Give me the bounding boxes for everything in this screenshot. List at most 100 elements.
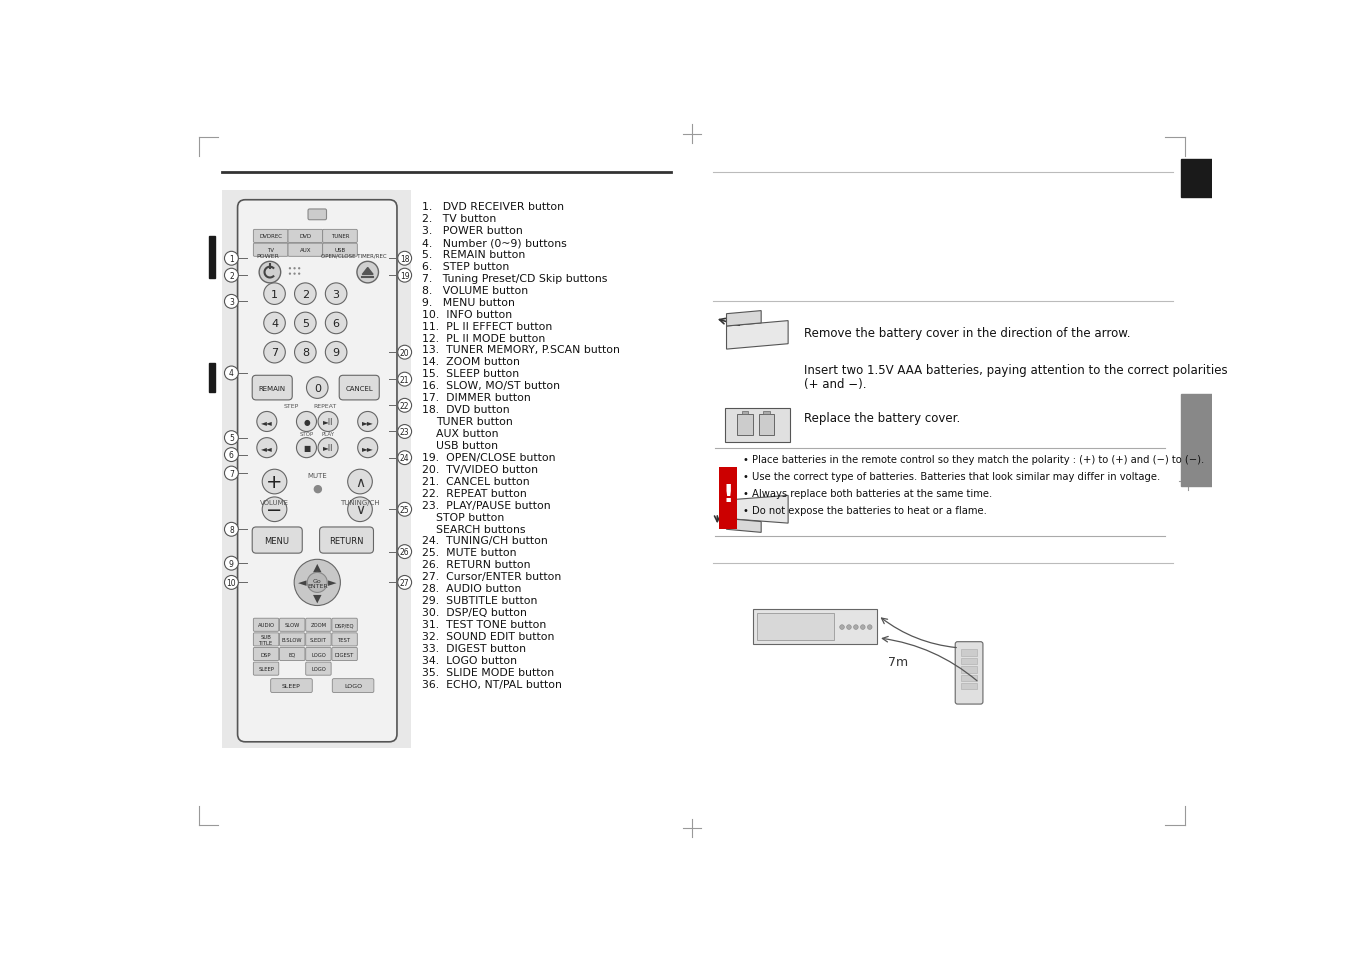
FancyBboxPatch shape bbox=[323, 244, 358, 257]
Text: 21.  CANCEL button: 21. CANCEL button bbox=[423, 476, 531, 486]
Text: 23.  PLAY/PAUSE button: 23. PLAY/PAUSE button bbox=[423, 500, 551, 510]
Circle shape bbox=[356, 262, 378, 284]
Text: 12.  PL II MODE button: 12. PL II MODE button bbox=[423, 334, 545, 343]
Text: 32.  SOUND EDIT button: 32. SOUND EDIT button bbox=[423, 631, 555, 641]
Text: • Do not expose the batteries to heat or a flame.: • Do not expose the batteries to heat or… bbox=[744, 505, 987, 516]
Text: 8: 8 bbox=[302, 348, 309, 357]
Circle shape bbox=[398, 269, 412, 283]
Text: 6: 6 bbox=[332, 318, 340, 329]
Circle shape bbox=[294, 284, 316, 305]
Text: 8.   VOLUME button: 8. VOLUME button bbox=[423, 286, 528, 295]
Text: 24: 24 bbox=[400, 454, 409, 463]
Text: ◄: ◄ bbox=[297, 578, 306, 588]
Text: 5.   REMAIN button: 5. REMAIN button bbox=[423, 250, 525, 260]
Text: 26.  RETURN button: 26. RETURN button bbox=[423, 559, 531, 570]
Circle shape bbox=[294, 313, 316, 335]
Text: 18.  DVD button: 18. DVD button bbox=[423, 405, 510, 415]
Text: OPEN/CLOSE TIMER/REC: OPEN/CLOSE TIMER/REC bbox=[321, 253, 386, 258]
Circle shape bbox=[348, 470, 373, 495]
Text: −: − bbox=[266, 500, 282, 519]
Text: 16.  SLOW, MO/ST button: 16. SLOW, MO/ST button bbox=[423, 381, 560, 391]
Text: ►II: ►II bbox=[323, 417, 333, 427]
Text: • Place batteries in the remote control so they match the polarity : (+) to (+) : • Place batteries in the remote control … bbox=[744, 455, 1204, 464]
Text: TUNER: TUNER bbox=[331, 234, 350, 239]
Text: 13.  TUNER MEMORY, P.SCAN button: 13. TUNER MEMORY, P.SCAN button bbox=[423, 345, 620, 355]
Text: 25.  MUTE button: 25. MUTE button bbox=[423, 548, 517, 558]
Text: 17.  DIMMER button: 17. DIMMER button bbox=[423, 393, 531, 403]
Bar bbox=[209, 236, 215, 279]
Text: +: + bbox=[266, 473, 282, 492]
FancyBboxPatch shape bbox=[254, 230, 288, 243]
Circle shape bbox=[398, 346, 412, 359]
Text: 1: 1 bbox=[230, 254, 234, 263]
FancyBboxPatch shape bbox=[271, 679, 312, 693]
Text: 4: 4 bbox=[230, 369, 234, 378]
Text: AUX: AUX bbox=[300, 248, 310, 253]
Text: 36.  ECHO, NT/PAL button: 36. ECHO, NT/PAL button bbox=[423, 679, 562, 689]
Text: DSP: DSP bbox=[261, 652, 271, 657]
Bar bbox=[961, 667, 977, 673]
Circle shape bbox=[224, 576, 239, 590]
Text: AUDIO: AUDIO bbox=[258, 622, 274, 628]
Text: 8: 8 bbox=[230, 525, 234, 535]
Circle shape bbox=[262, 470, 286, 495]
Bar bbox=[209, 364, 215, 393]
FancyBboxPatch shape bbox=[252, 527, 302, 554]
Bar bbox=[753, 610, 876, 644]
Circle shape bbox=[259, 262, 281, 284]
Circle shape bbox=[853, 625, 859, 630]
Text: 33.  DIGEST button: 33. DIGEST button bbox=[423, 643, 526, 653]
FancyBboxPatch shape bbox=[308, 210, 327, 220]
Text: • Use the correct type of batteries. Batteries that look similar may differ in v: • Use the correct type of batteries. Bat… bbox=[744, 472, 1161, 481]
Text: 9.   MENU button: 9. MENU button bbox=[423, 297, 516, 308]
Text: 26: 26 bbox=[400, 548, 409, 557]
Text: SLOW: SLOW bbox=[285, 622, 300, 628]
Text: DVDREC: DVDREC bbox=[259, 234, 282, 239]
Text: 4: 4 bbox=[271, 318, 278, 329]
Text: VOLUME: VOLUME bbox=[261, 499, 289, 505]
Polygon shape bbox=[726, 321, 788, 350]
FancyBboxPatch shape bbox=[320, 527, 374, 554]
FancyBboxPatch shape bbox=[254, 618, 278, 632]
Text: DSP/EQ: DSP/EQ bbox=[335, 622, 354, 628]
Text: 25: 25 bbox=[400, 505, 409, 515]
Bar bbox=[961, 650, 977, 656]
Polygon shape bbox=[726, 496, 788, 523]
Bar bbox=[223, 191, 410, 748]
Text: 7: 7 bbox=[230, 469, 234, 478]
Text: CANCEL: CANCEL bbox=[346, 385, 373, 391]
FancyBboxPatch shape bbox=[238, 200, 397, 742]
Circle shape bbox=[256, 412, 277, 432]
Circle shape bbox=[294, 559, 340, 606]
Text: USB button: USB button bbox=[436, 440, 498, 451]
Text: ENTER: ENTER bbox=[306, 583, 328, 588]
Circle shape bbox=[293, 268, 296, 270]
Text: TV: TV bbox=[267, 248, 274, 253]
Text: 21: 21 bbox=[400, 375, 409, 384]
Circle shape bbox=[298, 274, 300, 275]
Text: LOGO: LOGO bbox=[310, 652, 325, 657]
Text: SUB
TITLE: SUB TITLE bbox=[259, 635, 273, 645]
Text: 19: 19 bbox=[400, 272, 409, 280]
Text: DIGEST: DIGEST bbox=[335, 652, 354, 657]
Text: 31.  TEST TONE button: 31. TEST TONE button bbox=[423, 619, 547, 629]
Bar bbox=[759, 415, 775, 436]
FancyBboxPatch shape bbox=[305, 662, 331, 676]
Text: ■: ■ bbox=[302, 444, 311, 453]
FancyBboxPatch shape bbox=[254, 633, 278, 646]
Circle shape bbox=[294, 342, 316, 364]
FancyBboxPatch shape bbox=[279, 618, 305, 632]
Polygon shape bbox=[362, 268, 373, 275]
Text: ∧: ∧ bbox=[355, 475, 364, 489]
Bar bbox=[961, 675, 977, 681]
Text: ►II: ►II bbox=[323, 444, 333, 453]
Circle shape bbox=[298, 268, 300, 270]
Text: SLEEP: SLEEP bbox=[258, 666, 274, 672]
Circle shape bbox=[398, 373, 412, 387]
Circle shape bbox=[224, 432, 239, 445]
FancyBboxPatch shape bbox=[339, 375, 379, 400]
Circle shape bbox=[262, 497, 286, 522]
Circle shape bbox=[319, 412, 338, 432]
Text: (+ and −).: (+ and −). bbox=[803, 377, 867, 391]
Text: 5: 5 bbox=[230, 434, 234, 443]
